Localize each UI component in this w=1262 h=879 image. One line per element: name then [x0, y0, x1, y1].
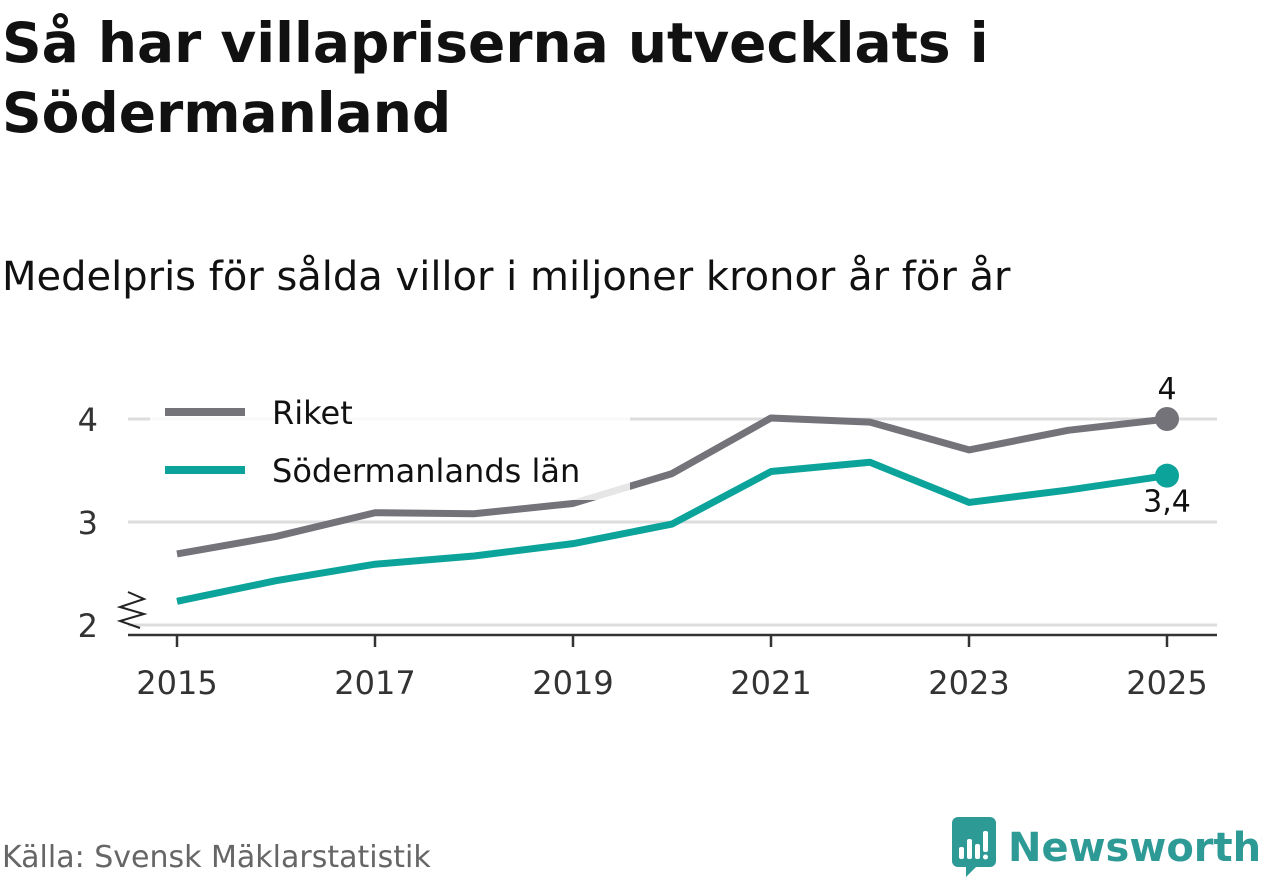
- axis-break-icon: [116, 591, 148, 629]
- x-tick-label: 2015: [136, 664, 217, 702]
- legend-label: Riket: [272, 394, 353, 432]
- y-tick-label: 3: [78, 504, 98, 542]
- x-tick-label: 2021: [730, 664, 811, 702]
- series-line-riket: [176, 414, 1168, 558]
- x-tick-label: 2023: [928, 664, 1009, 702]
- y-tick-label: 2: [78, 607, 98, 645]
- x-tick-label: 2017: [334, 664, 415, 702]
- end-labels: 43,4: [1141, 370, 1194, 523]
- end-marker: [1155, 407, 1179, 431]
- y-tick-label: 4: [78, 401, 98, 439]
- chart-title: Så har villapriserna utvecklats i Söderm…: [2, 11, 989, 145]
- bar-chart-speech-bubble-icon: [952, 817, 996, 877]
- legend-label: Södermanlands län: [272, 452, 580, 490]
- brand-name: Newsworthy: [1008, 825, 1262, 871]
- series-lines: [176, 414, 1168, 605]
- source-note: Källa: Svensk Mäklarstatistik: [2, 840, 431, 875]
- series-line-sodermanland: [176, 458, 1168, 605]
- end-marker: [1155, 463, 1179, 488]
- end-value-label: 3,4: [1143, 485, 1191, 520]
- end-value-label: 4: [1157, 372, 1176, 407]
- legend: Riket Södermanlands län: [150, 392, 630, 500]
- x-axis: 2015 2017 2019 2021 2023 2025: [116, 591, 1217, 702]
- x-tick-label: 2019: [532, 664, 613, 702]
- brand-logo[interactable]: Newsworthy: [950, 817, 1262, 879]
- y-axis-ticks: 2 3 4: [78, 401, 98, 645]
- x-tick-label: 2025: [1126, 664, 1207, 702]
- chart-subtitle: Medelpris för sålda villor i miljoner kr…: [2, 254, 1011, 300]
